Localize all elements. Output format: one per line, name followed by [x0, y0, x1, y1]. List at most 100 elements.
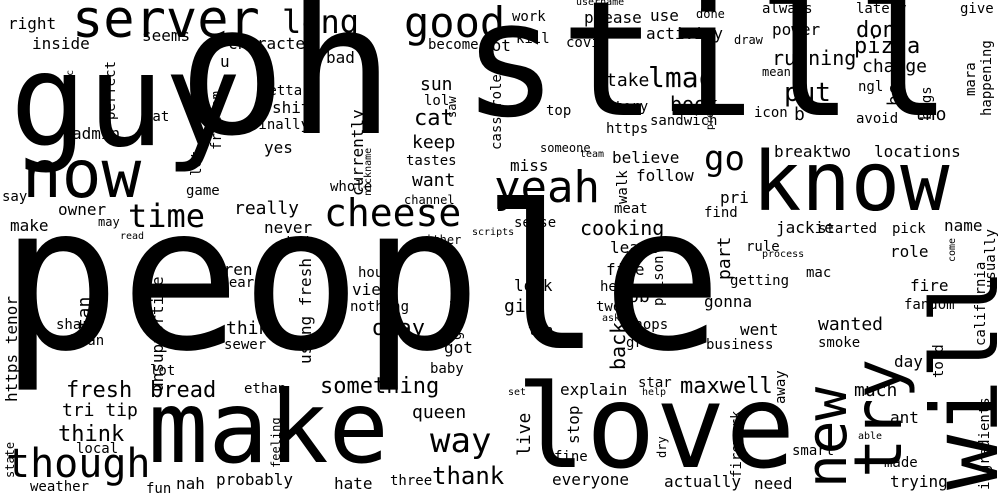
word-sewer: sewer [224, 337, 267, 353]
word-long: long [282, 3, 360, 41]
word-actually: actually [664, 472, 742, 491]
word-ton: ton [528, 323, 554, 339]
word-nothing: nothing [350, 299, 410, 315]
word-process: process [762, 249, 805, 260]
word-bread: bread [150, 378, 217, 403]
word-eat: eat [144, 109, 170, 125]
word-lmao: lmao [648, 61, 716, 94]
word-scripts: scripts [472, 227, 515, 238]
word-server: server [72, 0, 260, 50]
word-think: think [58, 422, 125, 447]
word-pb: pb [628, 286, 650, 307]
word-admin: admin [72, 124, 121, 143]
word-probably: probably [216, 470, 294, 489]
word-https-tenor: https tenor [2, 296, 21, 402]
word-lately: lately [856, 1, 907, 17]
word-ask: ask [602, 313, 621, 324]
word-always: always [762, 1, 813, 17]
word-perfect: perfect [103, 60, 119, 120]
word-sandwich: sandwich [650, 113, 718, 129]
word-feeling: feeling [269, 417, 283, 468]
word-running: running [772, 46, 857, 70]
word-help: help [642, 387, 667, 398]
word-everyone: everyone [552, 470, 630, 489]
word-go: go [704, 139, 745, 179]
word-queen: queen [412, 402, 467, 423]
word-ethan: ethan [244, 381, 287, 397]
word-love: love [516, 360, 796, 495]
word-pizza: pizza [854, 34, 921, 59]
word-give: give [960, 1, 994, 17]
word-jackie: jackie [776, 218, 834, 237]
word-character: character [228, 34, 315, 53]
word-walk: walk [615, 170, 631, 204]
word-way: way [430, 421, 492, 461]
word-now: now [22, 136, 142, 213]
word-clear: clear [212, 275, 255, 291]
word-owner: owner [58, 200, 107, 219]
word-organic: organic [65, 69, 76, 112]
word-business: business [706, 337, 774, 353]
word-breaktwo: breaktwo [774, 142, 852, 161]
word-present: present [705, 87, 716, 130]
word-firework: firework [729, 410, 745, 478]
word-say: say [2, 189, 28, 205]
word-metta: metta [260, 83, 303, 99]
word-fine: fine [554, 449, 588, 465]
word-avoid: avoid [856, 111, 899, 127]
word-book: book [670, 92, 719, 116]
word-five: five [606, 260, 645, 279]
word-shops: shops [626, 317, 669, 333]
word-went: went [740, 320, 779, 339]
word-explain: explain [560, 380, 628, 399]
word-hot: hot [482, 36, 511, 55]
word-read: read [120, 231, 145, 242]
word-two: two [596, 299, 622, 315]
word-find: find [704, 205, 738, 221]
word-want: want [412, 170, 456, 191]
word-aren: aren [214, 260, 253, 279]
word-need: need [754, 474, 793, 493]
word-channel: channel [404, 193, 455, 207]
word-local: local [76, 441, 119, 457]
word-pri: pri [720, 188, 749, 207]
word-cheese: cheese [324, 191, 462, 235]
word-hate: hate [334, 474, 373, 493]
word-miss: miss [510, 156, 549, 175]
word-new: new [795, 386, 860, 488]
word-got: got [444, 338, 473, 357]
word-look: look [514, 276, 553, 295]
word-locations: locations [874, 142, 961, 161]
word-fun: fun [146, 481, 172, 497]
word-finally: finally [250, 117, 310, 133]
word-ant: ant [890, 408, 919, 427]
word-chain: chain [278, 235, 321, 251]
word-done: done [696, 7, 725, 21]
word-lol: lol [424, 93, 450, 109]
word-let: let [189, 150, 205, 176]
word-tastes: tastes [406, 153, 457, 169]
word-ngl: ngl [858, 79, 884, 95]
word-work: work [512, 9, 546, 25]
word-made: made [884, 455, 918, 471]
word-happening: happening [979, 40, 995, 116]
word-follow: follow [636, 166, 694, 185]
word-back: back [606, 321, 630, 370]
word-never: never [264, 218, 313, 237]
word-tri-tip: tri tip [62, 400, 138, 421]
word-really: really [234, 198, 300, 219]
word-inside: inside [32, 34, 90, 53]
word-three: three [390, 473, 433, 489]
word-smoke: smoke [818, 335, 861, 351]
word-able: able [858, 431, 883, 442]
word-activity: activity [646, 24, 724, 43]
word-please: please [584, 8, 642, 27]
word-story: story [606, 99, 649, 115]
word-draw: draw [734, 33, 763, 47]
word-u: u [220, 52, 230, 71]
word-put: put [784, 78, 831, 108]
word-b: b [794, 104, 805, 125]
word-game: game [186, 183, 220, 199]
word-pick: pick [892, 221, 926, 237]
word-using-fresh: using fresh [296, 258, 315, 364]
